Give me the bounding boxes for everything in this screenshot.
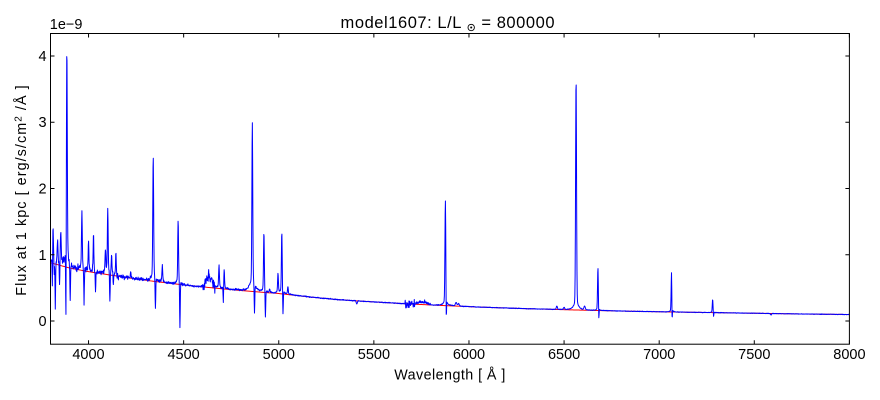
svg-text:1: 1 bbox=[39, 248, 47, 264]
svg-text:0: 0 bbox=[39, 314, 47, 330]
svg-text:model1607: L/L: model1607: L/L bbox=[341, 14, 462, 32]
svg-text:3: 3 bbox=[39, 115, 47, 131]
svg-text:6500: 6500 bbox=[548, 347, 580, 363]
svg-text:Flux at 1 kpc [ erg/s/cm2 /Å ]: Flux at 1 kpc [ erg/s/cm2 /Å ] bbox=[13, 84, 30, 295]
svg-text:= 800000: = 800000 bbox=[481, 14, 555, 32]
svg-text:4000: 4000 bbox=[72, 347, 104, 363]
svg-text:7500: 7500 bbox=[738, 347, 770, 363]
svg-text:4500: 4500 bbox=[167, 347, 199, 363]
svg-text:Wavelength [ Å ]: Wavelength [ Å ] bbox=[394, 367, 506, 384]
svg-text:7000: 7000 bbox=[643, 347, 675, 363]
svg-text:5500: 5500 bbox=[358, 347, 390, 363]
svg-text:2: 2 bbox=[39, 182, 47, 198]
svg-text:4: 4 bbox=[39, 49, 47, 65]
svg-text:8000: 8000 bbox=[833, 347, 865, 363]
svg-text:1e−9: 1e−9 bbox=[50, 17, 83, 33]
svg-text:5000: 5000 bbox=[263, 347, 295, 363]
svg-text:6000: 6000 bbox=[453, 347, 485, 363]
